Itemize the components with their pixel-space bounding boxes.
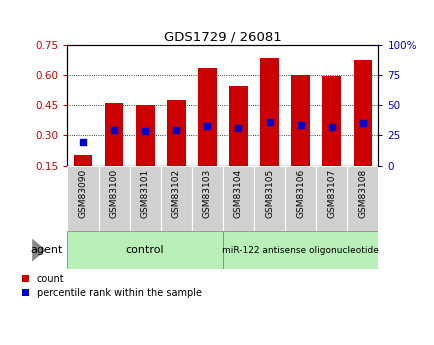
Text: GSM83105: GSM83105 <box>264 169 273 218</box>
Text: GSM83102: GSM83102 <box>171 169 181 218</box>
Bar <box>353 60 372 166</box>
Polygon shape <box>32 239 46 262</box>
Bar <box>222 166 253 231</box>
Text: GSM83100: GSM83100 <box>109 169 118 218</box>
Bar <box>260 58 278 166</box>
Bar <box>229 86 247 166</box>
Bar <box>253 166 285 231</box>
Bar <box>322 76 340 166</box>
Text: GSM83107: GSM83107 <box>326 169 335 218</box>
Text: GSM83101: GSM83101 <box>140 169 149 218</box>
Point <box>172 128 179 133</box>
Point <box>358 121 365 126</box>
Bar <box>222 231 393 269</box>
Bar <box>191 166 223 231</box>
Bar <box>135 105 154 166</box>
Bar <box>197 68 216 166</box>
Point <box>296 122 303 128</box>
Text: control: control <box>125 245 164 255</box>
Bar <box>67 231 222 269</box>
Text: miR-122 antisense oligonucleotide: miR-122 antisense oligonucleotide <box>222 246 378 255</box>
Point <box>328 125 335 130</box>
Bar <box>291 75 309 166</box>
Bar <box>167 100 185 166</box>
Point <box>234 126 241 131</box>
Bar <box>73 155 92 166</box>
Bar <box>316 166 347 231</box>
Legend: count, percentile rank within the sample: count, percentile rank within the sample <box>22 274 201 298</box>
Bar <box>105 103 123 166</box>
Bar <box>67 166 378 231</box>
Bar <box>129 166 161 231</box>
Point <box>79 140 86 145</box>
Bar <box>285 166 316 231</box>
Text: GSM83108: GSM83108 <box>358 169 367 218</box>
Point <box>204 124 210 129</box>
Point <box>266 120 273 125</box>
Point <box>110 128 117 133</box>
Text: agent: agent <box>31 245 63 255</box>
Bar <box>98 166 129 231</box>
Point <box>141 129 148 134</box>
Title: GDS1729 / 26081: GDS1729 / 26081 <box>164 31 281 44</box>
Bar <box>346 166 378 231</box>
Text: GSM83106: GSM83106 <box>296 169 305 218</box>
Bar <box>161 166 191 231</box>
Text: GSM83103: GSM83103 <box>202 169 211 218</box>
Text: GSM83090: GSM83090 <box>78 169 87 218</box>
Text: GSM83104: GSM83104 <box>233 169 243 218</box>
Bar <box>67 166 98 231</box>
